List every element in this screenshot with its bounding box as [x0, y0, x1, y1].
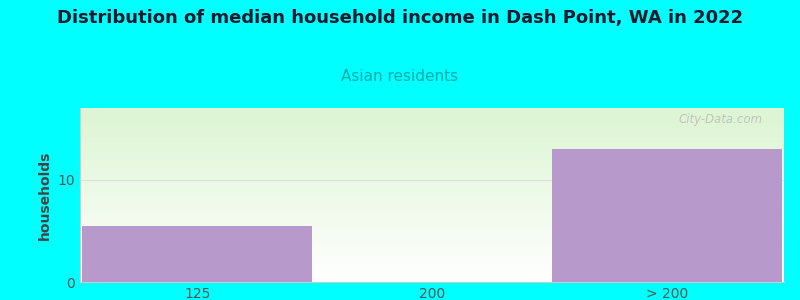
- Bar: [82, 226, 312, 282]
- Text: Asian residents: Asian residents: [342, 69, 458, 84]
- Bar: [552, 149, 782, 282]
- Text: Distribution of median household income in Dash Point, WA in 2022: Distribution of median household income …: [57, 9, 743, 27]
- Text: City-Data.com: City-Data.com: [678, 113, 763, 126]
- Y-axis label: households: households: [38, 150, 52, 240]
